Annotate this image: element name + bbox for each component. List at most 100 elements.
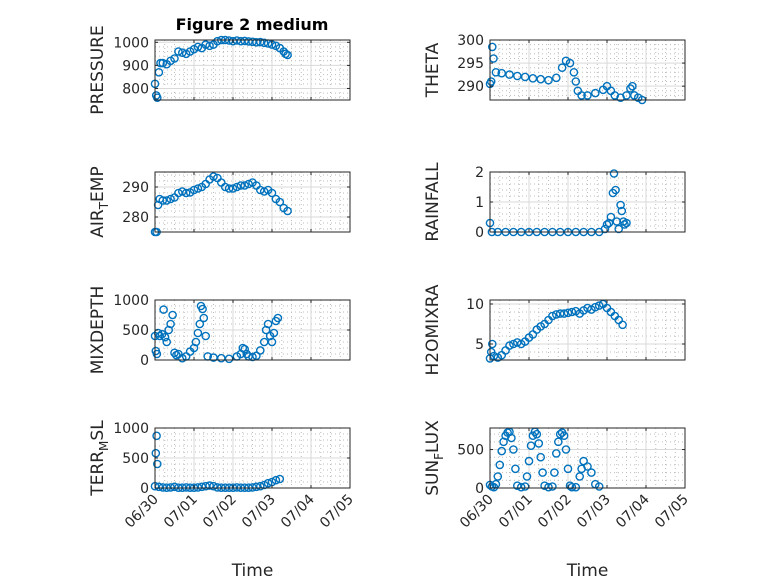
y-tick-label: 500 [122, 323, 149, 339]
data-point [614, 224, 624, 234]
data-point [569, 68, 579, 77]
x-tick-label: 06/30 [122, 492, 162, 532]
data-point [507, 433, 516, 443]
data-point [240, 344, 249, 354]
data-point [536, 452, 546, 462]
data-point [554, 437, 563, 447]
y-tick-label: 500 [457, 443, 484, 459]
y-tick-label: 2 [475, 165, 484, 181]
data-point [555, 429, 565, 439]
y-tick-label: 10 [466, 297, 484, 313]
data-point [155, 331, 164, 341]
data-point [550, 468, 559, 477]
data-point [602, 220, 612, 229]
data-point [216, 353, 226, 363]
data-point [487, 42, 497, 52]
figure-title: Figure 2 medium [176, 15, 329, 34]
data-point [628, 81, 637, 91]
data-point [513, 71, 522, 81]
data-point [162, 196, 171, 205]
data-point [522, 472, 532, 481]
data-point [205, 41, 214, 51]
data-point [524, 456, 534, 466]
y-tick-label: 1000 [113, 421, 149, 437]
subplot-air-temp: 280 290 AIRTEMP [88, 166, 351, 238]
data-point [152, 431, 161, 441]
data-point [160, 332, 170, 342]
y-tick-label: 300 [457, 33, 484, 49]
data-point [486, 77, 496, 86]
data-point [248, 352, 257, 362]
x-axis-label: Time [231, 561, 274, 581]
axes-box [489, 39, 686, 101]
y-axis-label: TERRMSL [88, 420, 111, 497]
data-point [154, 68, 164, 77]
x-tick-label: 07/02 [535, 492, 575, 532]
data-point [228, 184, 238, 193]
data-point [201, 331, 210, 341]
data-point [195, 319, 205, 329]
data-point [622, 218, 631, 228]
data-point [606, 212, 616, 222]
y-tick-label: 0 [475, 481, 484, 497]
y-tick-label: 0 [140, 353, 149, 369]
data-point [151, 448, 161, 458]
data-point [159, 305, 168, 314]
data-point [252, 482, 261, 492]
data-point [609, 169, 619, 178]
data-point [191, 337, 201, 347]
data-point [526, 441, 536, 451]
data-point [548, 482, 557, 491]
data-point [505, 70, 514, 79]
data-point [571, 482, 581, 492]
data-point [616, 200, 625, 210]
data-point [497, 446, 507, 456]
data-point [557, 63, 567, 72]
data-point [197, 482, 207, 492]
data-point [216, 178, 226, 187]
data-point [591, 88, 600, 98]
data-point [538, 468, 547, 477]
data-point [575, 472, 585, 481]
y-tick-label: 295 [457, 56, 484, 72]
data-point [174, 47, 183, 56]
data-point [198, 304, 207, 314]
axes-box [489, 427, 686, 489]
x-tick-label: 07/04 [613, 491, 653, 531]
data-point [209, 481, 218, 491]
data-point [487, 339, 497, 349]
y-axis-label: MIXDEPTH [88, 286, 108, 375]
data-point [255, 346, 265, 355]
data-point [497, 68, 507, 78]
data-point [283, 206, 292, 216]
y-axis-label: SUNFLUX [423, 420, 446, 496]
data-point [587, 468, 596, 477]
data-point [269, 328, 279, 338]
data-point [166, 319, 175, 329]
data-point [600, 224, 610, 234]
data-point [577, 91, 586, 100]
data-point [528, 74, 538, 83]
axes-box [154, 171, 351, 233]
x-tick-label: 06/30 [457, 492, 497, 532]
y-tick-label: 800 [122, 81, 149, 97]
data-point [565, 58, 575, 68]
data-point [509, 445, 518, 454]
y-axis-label: RAINFALL [423, 162, 443, 242]
y-tick-label: 0 [475, 225, 484, 241]
data-point [181, 188, 191, 198]
data-point [168, 310, 177, 320]
data-point [571, 77, 581, 86]
subplot-theta: 290 295 300 THETA [423, 33, 686, 105]
data-point [189, 185, 199, 195]
data-point [563, 308, 573, 318]
y-axis-label: THETA [423, 42, 443, 98]
data-point [611, 185, 620, 195]
data-point [263, 319, 273, 329]
data-point [259, 337, 269, 347]
data-point [594, 482, 604, 491]
data-point [271, 475, 281, 485]
subplot-h2omixra: 5 10 H2OMIXRA [423, 284, 686, 376]
data-point [244, 179, 253, 189]
